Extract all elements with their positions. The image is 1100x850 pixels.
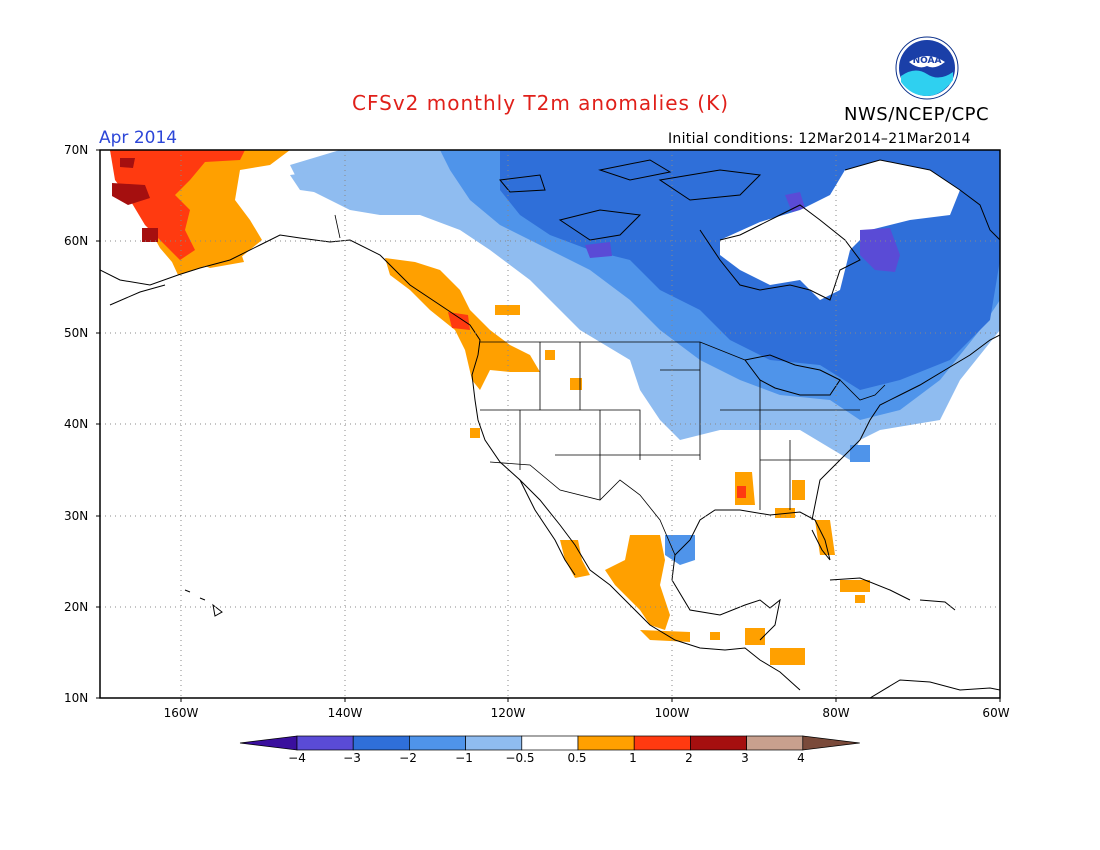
anomaly-purple-region — [860, 228, 900, 272]
colorbar-arrow-high — [802, 735, 860, 751]
colorbar-label: −3 — [343, 751, 361, 765]
colorbar-label: −4 — [288, 751, 306, 765]
agency-label: NWS/NCEP/CPC — [844, 104, 990, 125]
graticule — [100, 150, 1000, 698]
colorbar-label: −2 — [399, 751, 417, 765]
colorbar-label: 4 — [797, 751, 805, 765]
anomaly-orange-region — [792, 480, 805, 500]
lon-label-120w: 120W — [490, 706, 526, 720]
anomaly-orange-region — [840, 580, 870, 592]
colorbar-swatch — [746, 735, 804, 751]
anomaly-red-region — [110, 150, 245, 260]
arctic-islands — [499, 159, 762, 241]
colorbar-swatch — [465, 735, 523, 751]
lat-label-60n: 60N — [64, 234, 89, 248]
anomaly-purple-region — [585, 242, 612, 258]
colorbar-swatch — [352, 735, 410, 751]
hudson-bay-coastline — [699, 204, 861, 301]
map-title: CFSv2 monthly T2m anomalies (K) — [352, 91, 729, 115]
greenland-coastline — [844, 159, 1000, 241]
aleutian-islands — [109, 284, 166, 306]
coastlines — [100, 159, 1000, 698]
anomaly-orange-region — [640, 630, 690, 642]
anomaly-orange-region — [195, 250, 244, 268]
great-lakes — [744, 354, 841, 396]
colorbar-swatch — [577, 735, 635, 751]
anomaly-orange-region — [770, 648, 805, 665]
anomaly-orange-region — [470, 428, 480, 438]
mexico-gulf-coast — [671, 554, 781, 641]
us-state-lines — [480, 342, 860, 510]
anomaly-red-region — [448, 312, 470, 330]
colorbar-label: 1 — [629, 751, 637, 765]
colorbar-swatch — [633, 735, 691, 751]
lon-label-80w: 80W — [822, 706, 850, 720]
anomaly-orange-region — [855, 595, 865, 603]
south-america-coast — [869, 679, 1000, 698]
colorbar-arrow-low — [239, 735, 298, 751]
anomaly-dark-red-region — [120, 158, 135, 168]
lat-label-20n: 20N — [64, 600, 89, 614]
east-coastline — [811, 334, 1000, 521]
colorbar-swatch — [296, 735, 354, 751]
anomaly-orange-region — [605, 535, 670, 630]
colorbar-label: −1 — [455, 751, 473, 765]
initial-conditions: Initial conditions: 12Mar2014–21Mar2014 — [668, 131, 971, 147]
lat-label-70n: 70N — [64, 143, 89, 157]
lat-label-40n: 40N — [64, 417, 89, 431]
anomaly-dark-red-region — [142, 228, 158, 242]
anomaly-mid-blue-region — [850, 445, 870, 462]
colorbar-swatch — [521, 735, 579, 751]
greenland-neutral-region — [720, 160, 960, 300]
political-borders — [334, 214, 886, 556]
colorbar-label: 2 — [685, 751, 693, 765]
anomaly-orange-region — [560, 540, 590, 578]
colorbar — [239, 735, 860, 751]
lon-label-60w: 60W — [982, 706, 1010, 720]
baja-california — [519, 479, 576, 576]
noaa-logo: NOAA — [895, 36, 959, 100]
anomaly-red-region — [737, 486, 746, 498]
anomaly-orange-region — [570, 378, 582, 390]
anomaly-dark-red-region — [112, 183, 150, 205]
gulf-coastline — [674, 509, 831, 561]
lon-label-160w: 160W — [163, 706, 199, 720]
anomaly-orange-region — [745, 628, 765, 645]
colorbar-label: 3 — [741, 751, 749, 765]
axis-ticks — [96, 149, 1001, 702]
forecast-period: Apr 2014 — [99, 128, 178, 148]
noaa-logo-text: NOAA — [913, 56, 942, 66]
cuba — [829, 577, 911, 601]
us-mexico-border — [489, 461, 676, 556]
hispaniola — [919, 599, 956, 611]
west-coastline — [471, 354, 801, 691]
colorbar-label: −0.5 — [505, 751, 535, 765]
anomaly-orange-region — [545, 350, 555, 360]
colorbar-swatch — [409, 735, 466, 751]
us-canada-border — [334, 214, 886, 401]
anomaly-light-blue-region — [290, 170, 335, 195]
colorbar-swatch — [690, 735, 747, 751]
hawaii — [184, 589, 223, 617]
lon-label-140w: 140W — [327, 706, 363, 720]
anomaly-orange-region — [710, 632, 720, 640]
lat-label-50n: 50N — [64, 326, 89, 340]
lat-label-10n: 10N — [64, 691, 89, 705]
colorbar-label: 0.5 — [567, 751, 587, 765]
anomaly-purple-region — [785, 192, 805, 212]
lat-label-30n: 30N — [64, 509, 89, 523]
anomaly-shading — [110, 150, 1000, 665]
lon-label-100w: 100W — [654, 706, 690, 720]
